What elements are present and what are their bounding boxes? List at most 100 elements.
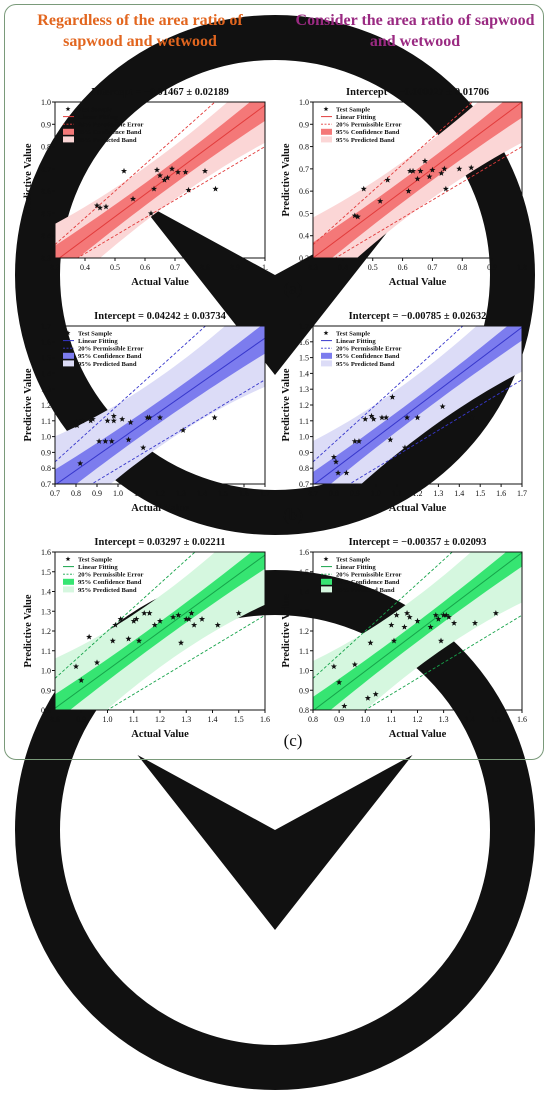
y-tick-label: 1.2 [41,401,51,410]
y-tick-label: 1.0 [299,667,309,676]
data-point [191,621,198,628]
y-tick-label: 1.5 [299,568,309,577]
chart-title: Intercept = −0.000027 ± 0.01706 [346,87,489,98]
data-point [435,615,442,622]
data-point [125,635,132,642]
data-point [146,610,153,616]
error-line-upper [55,326,207,463]
data-point [119,416,126,422]
legend-label: Linear Fitting [78,564,118,571]
data-point [86,633,93,640]
data-point [188,610,195,616]
axes-frame [54,101,266,259]
data-point [74,422,81,429]
x-tick-label: 0.6 [398,263,408,272]
data-point [72,419,80,425]
data-point [130,617,137,624]
data-point [72,663,80,670]
legend-predicted-swatch [63,360,74,367]
data-point [214,621,221,628]
legend-label: 95% Confidence Band [78,579,142,586]
chart-c-left: 0.8 0.9 1.0 1.1 1.2 1.3 1.4 1.5 1.6 0.8 0.9 1.0 1.1 1… [23,537,270,740]
x-axis-label: Actual Value [389,277,447,288]
x-tick-label: 1.5 [218,489,228,498]
data-point [362,416,369,422]
legend-predicted-swatch [321,136,332,143]
data-point [372,691,379,697]
x-axis-label: Actual Value [131,503,189,514]
y-tick-label: 1.2 [299,401,309,410]
data-point [110,417,117,424]
chart-title: Intercept = −0.00357 ± 0.02093 [349,537,487,548]
confidence-band [55,102,265,258]
data-point [360,185,367,192]
data-point [87,417,94,424]
legend-label: Test Sample [78,556,112,563]
data-point [110,412,117,419]
data-point [104,417,111,424]
y-axis-label: Predictive Value [23,143,34,216]
y-tick-label: 1.6 [299,338,309,347]
legend-label: 95% Predicted Band [336,587,395,594]
y-tick-label: 1.4 [41,588,51,597]
data-point [151,621,158,628]
y-tick-label: 0.9 [299,448,309,457]
data-point [393,612,400,618]
x-tick-label: 1.0 [103,715,113,724]
x-tick-label: 0.9 [487,263,497,272]
linear-fit-line [313,552,522,710]
y-tick-label: 0.3 [299,254,309,263]
error-line-lower [76,146,265,258]
legend-predicted-swatch [63,586,74,593]
x-tick-label: 0.8 [457,263,467,272]
axes-frame [312,101,523,259]
y-tick-label: 0.8 [299,706,309,715]
chart-title: Intercept = 0.03297 ± 0.02211 [94,537,225,548]
figure-frame [4,4,544,760]
legend-label: 20% Permissible Error [78,122,144,129]
y-tick-label: 0.7 [41,165,51,174]
legend-label: 95% Confidence Band [336,579,400,586]
y-tick-label: 1.5 [41,568,51,577]
legend-label: 20% Permissible Error [336,572,402,579]
data-point [185,186,192,193]
data-point [417,167,424,174]
y-tick-label: 1.0 [41,667,51,676]
plot-area [55,326,265,484]
x-tick-label: 1.0 [371,489,381,498]
y-tick-label: 0.7 [41,480,51,489]
data-point [351,661,358,668]
legend-star-icon [65,106,71,112]
error-line-lower [348,379,522,484]
data-point [401,623,408,630]
y-tick-label: 1.3 [41,607,51,616]
y-axis-label: Predictive Value [23,594,34,667]
y-tick-label: 1.5 [41,354,51,363]
error-line-upper [313,102,473,245]
data-point [93,202,101,209]
legend-label: 95% Confidence Band [78,353,142,360]
data-point [364,694,371,701]
data-point [343,469,350,476]
data-point [330,663,337,670]
x-tick-label: 1.4 [454,489,464,498]
legend-label: 95% Confidence Band [78,129,142,136]
data-point [492,610,499,616]
y-tick-label: 1.2 [41,627,51,636]
data-point [161,176,168,183]
legend-star-icon [65,556,71,562]
x-tick-label: 1.6 [239,489,249,498]
x-tick-label: 0.4 [80,263,90,272]
linear-fit-line [58,104,265,258]
data-point [368,412,375,419]
x-tick-label: 0.9 [230,263,240,272]
x-tick-label: 0.3 [50,263,60,272]
legend-label: 95% Predicted Band [336,137,395,144]
data-point [150,185,158,192]
x-tick-label: 0.7 [308,489,318,498]
confidence-band [313,552,522,710]
legend-star-icon [323,106,329,112]
x-tick-label: 1.5 [491,715,501,724]
panel-label: (a) [284,279,303,298]
